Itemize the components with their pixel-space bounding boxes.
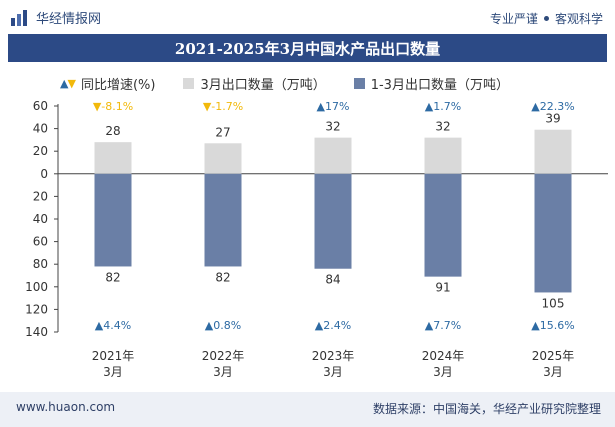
bar-march [534, 129, 572, 174]
data-label-ytd: 82 [105, 270, 120, 284]
growth-label-ytd: ▲0.8% [205, 319, 241, 332]
chart-plot: 60 40 20 0 20 40 60 80 100 120 140 28 82 ▼-8.1% ▲4.4% 2… [25, 99, 608, 379]
y-tick-label: 140 [25, 325, 48, 339]
y-tick-label: 0 [40, 167, 48, 181]
growth-label-ytd: ▲15.6% [531, 319, 574, 332]
logo-icon [11, 9, 27, 26]
y-tick-label: 20 [33, 144, 48, 158]
data-label-march: 32 [325, 120, 340, 134]
slogan-dot [543, 16, 549, 21]
data-label-ytd: 91 [435, 281, 450, 295]
data-label-march: 27 [215, 125, 230, 139]
growth-arrows-icon: ▲▼ [60, 76, 76, 90]
y-tick-label: 100 [25, 280, 48, 294]
footer-url: www.huaon.com [16, 400, 116, 414]
bar-ytd [204, 173, 242, 267]
slogan: 专业严谨 客观科学 [490, 10, 603, 27]
chart-title-bar: 2021-2025年3月中国水产品出口数量 [8, 34, 607, 62]
slogan-right: 客观科学 [554, 12, 603, 26]
data-label-ytd: 105 [542, 296, 565, 310]
bar-ytd [94, 173, 132, 267]
growth-label-march: ▼-1.7% [203, 100, 243, 113]
bar-ytd [424, 173, 462, 277]
growth-label-ytd: ▲7.7% [425, 319, 461, 332]
bar-march [204, 143, 242, 174]
x-category-label: 3月 [433, 365, 453, 379]
growth-label-ytd: ▲2.4% [315, 319, 351, 332]
legend-label-growth: 同比增速(%) [80, 77, 156, 93]
x-category-label: 3月 [103, 365, 123, 379]
x-category-label: 2024年 [422, 349, 465, 363]
legend-item-ytd: 1-3月出口数量（万吨） [353, 74, 509, 93]
growth-label-march: ▼-8.1% [93, 100, 133, 113]
legend-item-march: 3月出口数量（万吨） [183, 74, 326, 93]
data-label-march: 28 [105, 124, 120, 138]
legend-swatch-march [183, 77, 195, 89]
chart-title: 2021-2025年3月中国水产品出口数量 [174, 39, 441, 58]
brand-name: 华经情报网 [36, 12, 102, 27]
x-category-label: 2023年 [312, 349, 355, 363]
x-category-label: 2021年 [92, 349, 135, 363]
x-category-label: 3月 [213, 365, 233, 379]
legend: ▲▼ 同比增速(%) 3月出口数量（万吨） 1-3月出口数量（万吨） [60, 74, 537, 93]
data-label-ytd: 84 [325, 273, 340, 287]
growth-label-march: ▲17% [317, 100, 350, 113]
legend-swatch-ytd [353, 77, 365, 89]
bar-march [94, 142, 132, 174]
data-label-ytd: 82 [215, 270, 230, 284]
growth-label-march: ▲22.3% [531, 100, 574, 113]
x-category-label: 3月 [323, 365, 343, 379]
data-label-march: 39 [545, 112, 560, 126]
y-tick-label: 60 [33, 99, 48, 113]
slogan-left: 专业严谨 [489, 12, 538, 26]
bar-march [314, 137, 352, 174]
x-category-label: 2025年 [532, 349, 575, 363]
bar-ytd [314, 173, 352, 269]
growth-label-march: ▲1.7% [425, 100, 461, 113]
y-tick-label: 40 [33, 122, 48, 136]
legend-label-ytd: 1-3月出口数量（万吨） [370, 77, 509, 93]
footer: www.huaon.com 数据来源：中国海关，华经产业研究院整理 [0, 392, 615, 427]
x-category-label: 3月 [543, 365, 563, 379]
x-category-label: 2022年 [202, 349, 245, 363]
growth-label-ytd: ▲4.4% [95, 319, 131, 332]
legend-item-growth: ▲▼ 同比增速(%) [60, 74, 155, 93]
bar-march [424, 137, 462, 174]
legend-label-march: 3月出口数量（万吨） [200, 77, 326, 93]
footer-source: 数据来源：中国海关，华经产业研究院整理 [372, 402, 601, 416]
bar-ytd [534, 173, 572, 293]
y-tick-label: 80 [33, 257, 48, 271]
y-tick-label: 120 [25, 302, 48, 316]
top-bar: 华经情报网 专业严谨 客观科学 [0, 0, 615, 34]
brand: 华经情报网 [10, 8, 101, 27]
y-tick-label: 20 [33, 189, 48, 203]
y-tick-label: 60 [33, 235, 48, 249]
data-label-march: 32 [435, 120, 450, 134]
y-tick-label: 40 [33, 212, 48, 226]
